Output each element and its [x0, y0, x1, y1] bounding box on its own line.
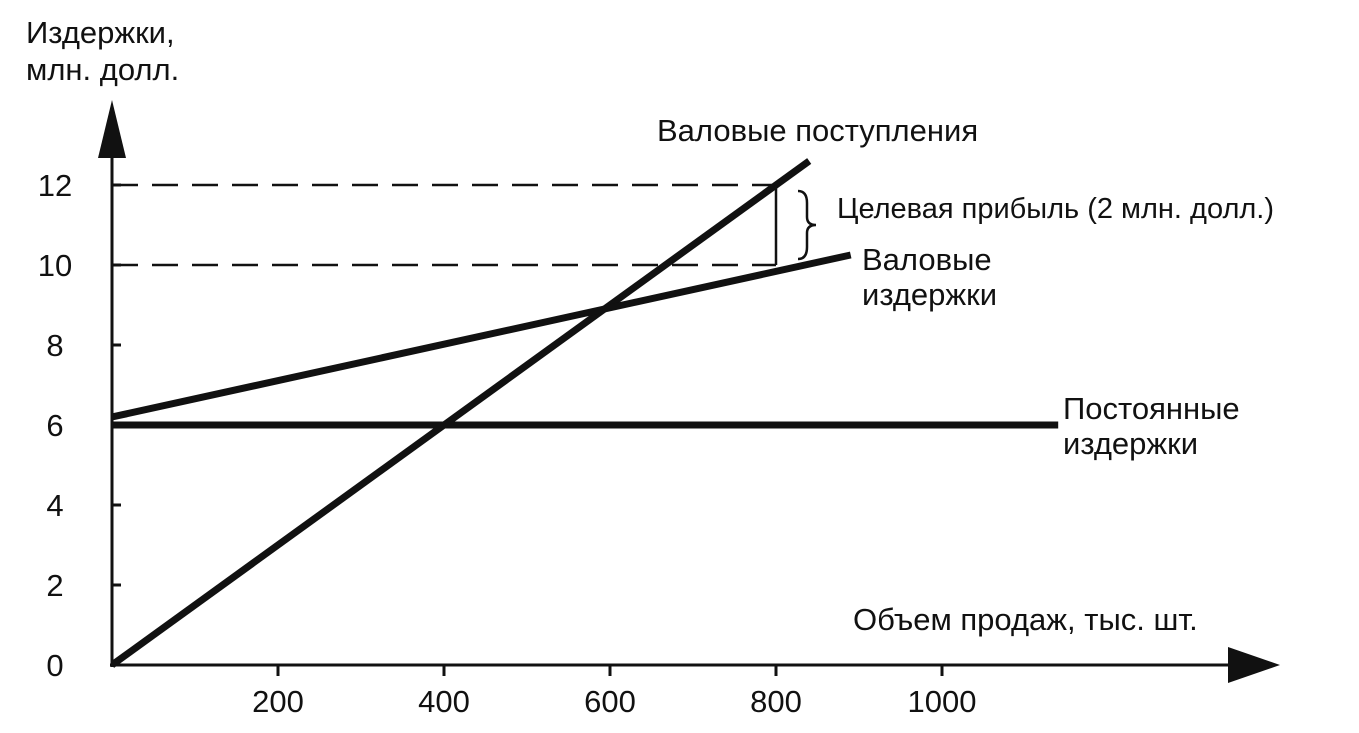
annotations: Целевая прибыль (2 млн. долл.): [774, 185, 1274, 265]
y-tick-label: 12: [38, 168, 72, 203]
series-label-fixed_costs: издержки: [1063, 426, 1198, 461]
series-lines: [112, 158, 1059, 668]
y-tick-label: 10: [38, 248, 72, 283]
y-tick-label: 0: [46, 648, 63, 683]
x-tick-label: 800: [750, 684, 802, 719]
axes: [98, 100, 1280, 683]
series-label-fixed_costs: Постоянные: [1063, 391, 1240, 426]
y-axis-arrow: [98, 100, 126, 158]
y-tick-label: 4: [46, 488, 63, 523]
target-profit-brace: [797, 189, 817, 261]
x-tick-label: 200: [252, 684, 304, 719]
series-line-revenue: [112, 158, 812, 668]
labels: Валовые поступленияВаловыеиздержкиПостоя…: [657, 113, 1240, 461]
x-tick-label: 400: [418, 684, 470, 719]
x-tick-label: 1000: [908, 684, 977, 719]
target-profit-label: Целевая прибыль (2 млн. долл.): [837, 193, 1274, 225]
y-tick-label: 6: [46, 408, 63, 443]
x-axis-arrow: [1228, 647, 1280, 683]
series-label-revenue: Валовые поступления: [657, 113, 978, 148]
x-tick-label: 600: [584, 684, 636, 719]
y-tick-label: 2: [46, 568, 63, 603]
series-label-total_costs: Валовые: [862, 242, 992, 277]
ticks: 0 2 4 6 8 10 12 200 400 600 800 1000: [38, 168, 977, 719]
series-line-total_costs: [112, 251, 852, 421]
x-axis-title: Объем продаж, тыс. шт.: [853, 602, 1198, 637]
series-label-total_costs: издержки: [862, 277, 997, 312]
y-tick-label: 8: [46, 328, 63, 363]
reference-lines: [112, 183, 776, 267]
y-axis-title: Издержки, млн. долл.: [26, 15, 179, 87]
